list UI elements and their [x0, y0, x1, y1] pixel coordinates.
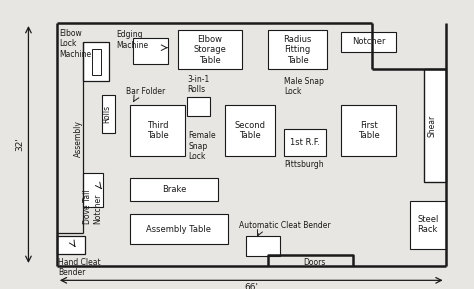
- Text: Female
Snap
Lock: Female Snap Lock: [189, 131, 216, 161]
- Text: Elbow
Lock
Machine: Elbow Lock Machine: [59, 29, 91, 59]
- Bar: [57, 236, 85, 254]
- Text: Radius
Fitting
Table: Radius Fitting Table: [283, 35, 311, 65]
- Bar: [341, 105, 396, 156]
- Bar: [178, 30, 242, 69]
- Text: Hand Cleat
Bender: Hand Cleat Bender: [58, 258, 100, 277]
- Text: Edging
Machine: Edging Machine: [116, 30, 148, 50]
- Text: Second
Table: Second Table: [235, 121, 265, 140]
- Text: 32': 32': [16, 138, 25, 151]
- Bar: [341, 32, 396, 52]
- Text: Steel
Rack: Steel Rack: [417, 215, 438, 234]
- Bar: [246, 236, 280, 256]
- Bar: [133, 38, 168, 64]
- Text: Notcher: Notcher: [352, 37, 385, 47]
- Text: Rolls: Rolls: [102, 105, 111, 123]
- Bar: [130, 214, 228, 244]
- Text: Elbow
Storage
Table: Elbow Storage Table: [193, 35, 226, 65]
- Text: Assembly: Assembly: [74, 120, 82, 157]
- Bar: [268, 30, 327, 69]
- Text: Bar Folder: Bar Folder: [126, 87, 165, 96]
- Text: Assembly Table: Assembly Table: [146, 225, 211, 234]
- Bar: [130, 178, 218, 201]
- Bar: [130, 105, 185, 156]
- Bar: [83, 42, 109, 81]
- Bar: [102, 95, 115, 133]
- Bar: [284, 129, 326, 156]
- Text: Dove Tail
Notcher: Dove Tail Notcher: [83, 189, 102, 224]
- Text: 66': 66': [244, 283, 258, 289]
- Text: Doors: Doors: [303, 258, 326, 267]
- Bar: [92, 49, 101, 75]
- Bar: [225, 105, 275, 156]
- Text: Shear: Shear: [428, 115, 437, 137]
- Text: Pittsburgh: Pittsburgh: [284, 160, 324, 169]
- Bar: [410, 201, 446, 249]
- Text: Brake: Brake: [162, 185, 186, 194]
- Bar: [187, 97, 210, 116]
- Text: 1st R.F.: 1st R.F.: [290, 138, 320, 147]
- Text: Male Snap
Lock: Male Snap Lock: [284, 77, 324, 96]
- Text: 3-in-1
Rolls: 3-in-1 Rolls: [187, 75, 210, 94]
- Text: Automatic Cleat Bender: Automatic Cleat Bender: [239, 221, 331, 230]
- Bar: [83, 173, 103, 207]
- Bar: [424, 69, 446, 182]
- Text: First
Table: First Table: [358, 121, 379, 140]
- Text: Third
Table: Third Table: [147, 121, 168, 140]
